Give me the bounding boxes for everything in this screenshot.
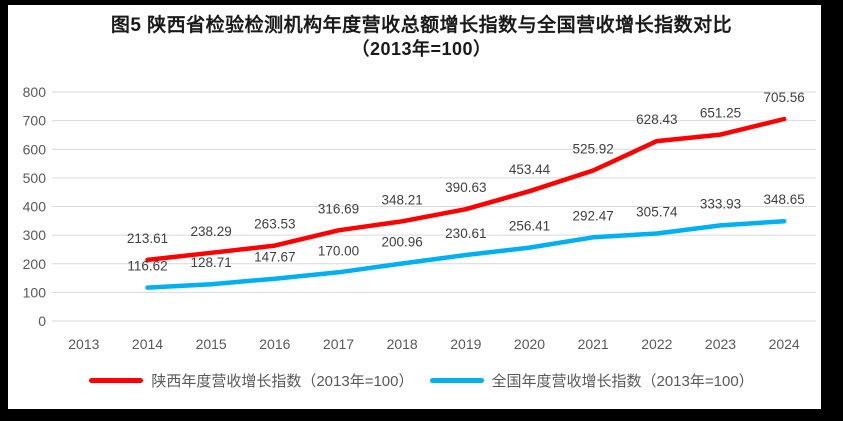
y-axis-tick-label: 500 xyxy=(23,170,47,186)
legend-label-shaanxi: 陕西年度营收增长指数（2013年=100） xyxy=(151,373,414,390)
data-point-label: 116.62 xyxy=(127,259,167,274)
x-axis-tick-label: 2023 xyxy=(705,336,736,352)
national-series-swatch-icon xyxy=(429,378,484,383)
shaanxi-series-swatch-icon xyxy=(89,378,144,383)
legend-label-national: 全国年度营收增长指数（2013年=100） xyxy=(491,373,754,390)
x-axis-tick-label: 2018 xyxy=(387,336,418,352)
x-axis-tick-label: 2015 xyxy=(196,336,227,352)
series-line-shaanxi xyxy=(145,116,787,263)
x-axis-tick-label: 2019 xyxy=(450,336,481,352)
chart-title-line2: （2013年=100） xyxy=(351,39,492,60)
x-axis-tick-label: 2016 xyxy=(259,336,290,352)
data-point-label: 170.00 xyxy=(318,243,359,258)
data-point-label: 628.43 xyxy=(636,112,677,127)
y-axis-tick-label: 300 xyxy=(23,227,47,243)
x-axis-tick-label: 2014 xyxy=(132,336,163,352)
legend-item-national: 全国年度营收增长指数（2013年=100） xyxy=(429,370,754,391)
y-axis-tick-label: 0 xyxy=(38,313,46,329)
legend-item-shaanxi: 陕西年度营收增长指数（2013年=100） xyxy=(89,370,414,391)
data-point-label: 238.29 xyxy=(191,224,232,239)
y-axis-tick-label: 600 xyxy=(23,141,47,157)
data-point-label: 316.69 xyxy=(318,201,359,216)
data-point-label: 256.41 xyxy=(509,219,550,234)
series-line-national xyxy=(145,218,787,290)
x-axis-tick-label: 2013 xyxy=(68,336,99,352)
data-point-label: 128.71 xyxy=(191,255,232,270)
x-axis-tick-label: 2021 xyxy=(578,336,609,352)
chart-title-line1: 图5 陕西省检验检测机构年度营收总额增长指数与全国营收增长指数对比 xyxy=(110,15,733,36)
data-point-label: 213.61 xyxy=(127,231,168,246)
y-axis-tick-label: 200 xyxy=(23,256,47,272)
y-axis-tick-label: 700 xyxy=(23,113,47,129)
data-point-label: 230.61 xyxy=(445,226,486,241)
data-point-label: 200.96 xyxy=(382,234,423,249)
data-point-label: 651.25 xyxy=(700,106,741,121)
data-point-label: 390.63 xyxy=(445,180,486,195)
data-point-label: 305.74 xyxy=(636,204,678,219)
x-axis-tick-label: 2020 xyxy=(514,336,545,352)
data-point-label: 333.93 xyxy=(700,196,741,211)
y-axis-tick-label: 400 xyxy=(23,199,47,215)
data-point-label: 453.44 xyxy=(509,162,551,177)
data-point-label: 263.53 xyxy=(254,217,295,232)
chart-title: 图5 陕西省检验检测机构年度营收总额增长指数与全国营收增长指数对比 （2013年… xyxy=(0,13,843,62)
data-point-label: 348.65 xyxy=(764,192,805,207)
data-point-label: 147.67 xyxy=(254,250,295,265)
x-axis-tick-label: 2024 xyxy=(769,336,800,352)
data-point-label: 292.47 xyxy=(573,208,614,223)
chart-legend: 陕西年度营收增长指数（2013年=100） 全国年度营收增长指数（2013年=1… xyxy=(0,370,843,391)
data-point-label: 348.21 xyxy=(382,192,423,207)
x-axis-tick-label: 2022 xyxy=(641,336,672,352)
data-point-label: 705.56 xyxy=(764,90,805,105)
data-point-label: 525.92 xyxy=(573,141,614,156)
y-axis-tick-label: 100 xyxy=(23,284,47,300)
y-axis-tick-label: 800 xyxy=(23,84,47,100)
x-axis-tick-label: 2017 xyxy=(323,336,354,352)
